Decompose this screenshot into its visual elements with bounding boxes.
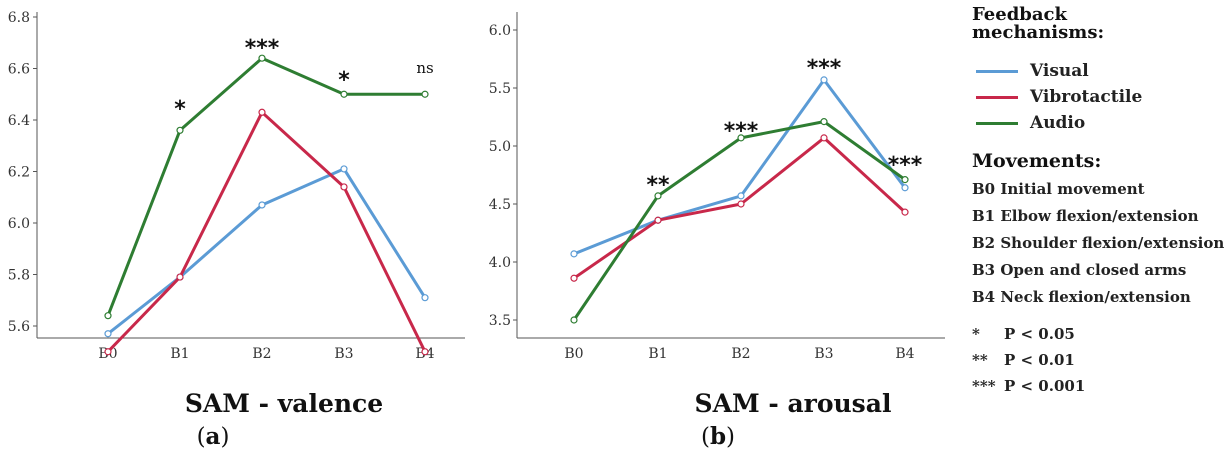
data-point-vibrotactile [176, 273, 184, 281]
significance-marker: * [174, 97, 186, 122]
data-point-visual [570, 250, 578, 258]
data-point-visual [421, 294, 429, 302]
pvalue-text: P < 0.05 [1004, 325, 1075, 343]
y-tick-label: 5.6 [8, 319, 30, 335]
y-tick-label: 6.0 [8, 216, 30, 232]
movement-item: B2 Shoulder flexion/extension [972, 234, 1225, 252]
y-tick-label: 5.8 [8, 268, 30, 284]
pvalue-item: * P < 0.05 [972, 321, 1228, 347]
pvalue-text: P < 0.001 [1004, 377, 1086, 395]
significance-marker: *** [888, 153, 923, 178]
data-point-audio [654, 192, 662, 200]
movements-legend-title: Movements: [972, 150, 1102, 172]
legend-panel: Feedback mechanisms: Visual Vibrotactile A… [972, 6, 1228, 399]
panel-label: (a) [197, 423, 230, 450]
data-point-audio [176, 126, 184, 134]
pvalue-stars: * [972, 325, 980, 343]
x-tick-label: B3 [814, 346, 833, 362]
pvalue-item: ** P < 0.01 [972, 347, 1228, 373]
data-point-vibrotactile [258, 108, 266, 116]
data-point-visual [901, 184, 909, 192]
chart-panel-a: 5.65.86.06.26.46.66.8B0B1B2B3B4*****nsSA… [8, 10, 465, 450]
movement-item: B3 Open and closed arms [972, 261, 1187, 279]
data-point-audio [340, 90, 348, 98]
feedback-legend-list: Visual Vibrotactile Audio [972, 58, 1228, 136]
data-point-vibrotactile [654, 216, 662, 224]
y-tick-label: 6.4 [8, 113, 30, 129]
significance-marker: ** [646, 173, 670, 198]
data-point-vibrotactile [570, 274, 578, 282]
panel-label: (b) [701, 423, 735, 450]
x-tick-label: B0 [564, 346, 583, 362]
pvalue-stars: *** [972, 377, 996, 395]
pvalue-stars: ** [972, 351, 988, 369]
significance-marker: *** [724, 119, 759, 144]
y-tick-label: 5.0 [489, 139, 511, 155]
pvalue-text: P < 0.01 [1004, 351, 1075, 369]
chart-title: SAM - valence [185, 389, 383, 418]
legend-swatch [976, 121, 1018, 125]
movements-legend-list: B0 Initial movement B1 Elbow flexion/exte… [972, 176, 1228, 311]
data-point-audio [737, 134, 745, 142]
data-point-vibrotactile [901, 208, 909, 216]
y-tick-label: 6.6 [8, 62, 30, 78]
x-tick-label: B1 [648, 346, 667, 362]
data-point-vibrotactile [737, 200, 745, 208]
significance-marker: *** [245, 36, 280, 61]
x-tick-label: B2 [252, 346, 271, 362]
y-tick-label: 5.5 [489, 81, 511, 97]
data-point-audio [901, 176, 909, 184]
movement-item: B4 Neck flexion/extension [972, 288, 1191, 306]
x-tick-label: B4 [895, 346, 914, 362]
data-point-visual [340, 165, 348, 173]
data-point-vibrotactile [421, 348, 429, 356]
legend-item-visual: Visual [972, 58, 1228, 84]
x-tick-label: B3 [334, 346, 353, 362]
y-tick-label: 6.8 [8, 10, 30, 26]
feedback-legend-title: Feedback mechanisms: [972, 4, 1105, 43]
figure: 5.65.86.06.26.46.66.8B0B1B2B3B4*****nsSA… [8, 10, 945, 450]
movement-item: B0 Initial movement [972, 180, 1145, 198]
significance-marker: ns [416, 59, 433, 77]
data-point-vibrotactile [104, 348, 112, 356]
data-point-visual [737, 192, 745, 200]
legend-swatch [976, 69, 1018, 73]
legend-label: Vibrotactile [1030, 87, 1143, 107]
chart-title: SAM - arousal [695, 389, 892, 418]
legend-swatch [976, 95, 1018, 99]
y-tick-label: 6.0 [489, 23, 511, 39]
y-tick-label: 4.0 [489, 255, 511, 271]
pvalue-legend-list: * P < 0.05 ** P < 0.01 *** P < 0.001 [972, 321, 1228, 399]
series-line-vibrotactile [106, 110, 427, 353]
data-point-visual [258, 201, 266, 209]
series-line-vibrotactile [573, 136, 907, 280]
chart-panel-b: 3.54.04.55.05.56.0B0 B1 B2 B3 B4***********S… [489, 12, 945, 450]
legend-item-audio: Audio [972, 110, 1228, 136]
x-tick-label: B2 [731, 346, 750, 362]
pvalue-item: *** P < 0.001 [972, 373, 1228, 399]
data-point-visual [820, 76, 828, 84]
y-tick-label: 6.2 [8, 165, 30, 181]
y-tick-label: 3.5 [489, 313, 511, 329]
data-point-vibrotactile [340, 183, 348, 191]
data-point-audio [104, 312, 112, 320]
significance-marker: *** [807, 56, 842, 81]
legend-item-vibrotactile: Vibrotactile [972, 84, 1228, 110]
data-point-audio [570, 316, 578, 324]
series-line-audio [106, 56, 425, 317]
movement-item: B1 Elbow flexion/extension [972, 207, 1199, 225]
x-tick-label: B1 [170, 346, 189, 362]
data-point-visual [104, 330, 112, 338]
data-point-audio [258, 54, 266, 62]
data-point-audio [421, 90, 429, 98]
legend-label: Visual [1030, 61, 1089, 81]
series-line-audio [572, 120, 906, 321]
legend-label: Audio [1030, 113, 1086, 133]
y-tick-label: 4.5 [489, 197, 511, 213]
significance-marker: * [338, 68, 350, 93]
data-point-audio [820, 118, 828, 126]
data-point-vibrotactile [820, 134, 828, 142]
